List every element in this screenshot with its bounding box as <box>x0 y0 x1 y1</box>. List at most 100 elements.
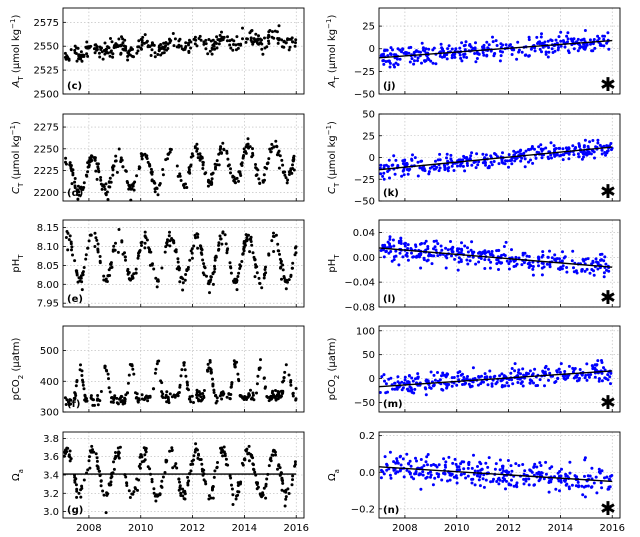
data-point <box>550 256 554 260</box>
data-point <box>540 255 544 259</box>
data-point <box>289 37 293 41</box>
data-point <box>217 42 221 46</box>
data-point <box>513 369 517 373</box>
data-point <box>555 370 559 374</box>
data-point <box>156 53 160 56</box>
data-point <box>188 38 191 42</box>
data-point <box>606 31 610 35</box>
data-point <box>174 250 178 254</box>
data-point <box>109 37 112 40</box>
data-point <box>394 158 398 162</box>
data-point <box>505 381 509 385</box>
data-point <box>133 180 137 184</box>
data-point <box>558 489 561 493</box>
data-point <box>585 267 589 271</box>
data-point <box>127 489 131 493</box>
data-point <box>264 385 267 389</box>
data-point <box>87 45 91 49</box>
data-point <box>206 52 210 56</box>
data-point <box>112 244 116 248</box>
data-point <box>196 156 200 160</box>
data-point <box>95 456 99 460</box>
data-point <box>476 383 480 387</box>
data-point <box>208 49 212 53</box>
data-point <box>221 141 225 145</box>
data-point <box>399 236 403 240</box>
data-point <box>289 275 293 278</box>
data-point <box>254 166 258 170</box>
data-point <box>520 380 524 384</box>
data-point <box>389 46 393 50</box>
data-point <box>289 169 292 173</box>
data-point <box>473 469 477 473</box>
data-point <box>121 165 125 169</box>
data-point <box>444 375 448 379</box>
y-tick-label: 8.00 <box>37 280 59 291</box>
data-point <box>242 147 246 151</box>
data-point <box>513 362 517 366</box>
data-point <box>576 480 580 484</box>
data-point <box>585 378 589 382</box>
data-point <box>436 158 440 162</box>
data-point <box>454 47 458 51</box>
data-point <box>117 456 121 460</box>
data-point <box>438 152 442 156</box>
data-point <box>96 250 100 254</box>
data-point <box>402 475 406 479</box>
data-point <box>257 34 260 38</box>
data-point <box>114 455 118 459</box>
data-point <box>580 484 584 488</box>
data-point <box>146 399 150 403</box>
data-point <box>606 149 610 153</box>
data-point <box>75 489 79 493</box>
data-point <box>279 265 283 269</box>
data-point <box>603 255 607 259</box>
data-point <box>535 471 539 475</box>
data-point <box>547 490 551 494</box>
data-point <box>479 257 483 260</box>
data-point <box>234 497 238 501</box>
data-point <box>489 260 493 264</box>
data-point <box>575 475 579 479</box>
data-point <box>538 461 542 465</box>
data-point <box>240 260 244 263</box>
data-point <box>390 259 394 263</box>
data-point <box>383 379 386 383</box>
data-point <box>185 269 189 273</box>
data-point <box>401 169 405 173</box>
data-point <box>474 60 478 64</box>
data-point <box>125 481 129 485</box>
data-point <box>272 250 276 253</box>
data-point <box>164 393 168 397</box>
data-point <box>213 256 217 260</box>
data-point <box>497 268 500 271</box>
data-point <box>261 491 265 495</box>
data-point <box>215 465 219 469</box>
data-point <box>465 161 469 165</box>
data-point <box>501 151 504 155</box>
data-point <box>595 368 598 372</box>
panel-label: (c) <box>67 81 82 92</box>
trend-line <box>378 370 613 388</box>
data-point <box>426 258 430 262</box>
data-point <box>380 468 383 472</box>
data-point <box>75 271 79 275</box>
data-point <box>400 380 404 384</box>
data-point <box>211 43 215 47</box>
data-point <box>182 363 186 367</box>
points-m <box>378 359 613 397</box>
data-point <box>166 238 169 242</box>
data-point <box>144 236 148 240</box>
data-point <box>251 151 255 155</box>
y-axis-label: pHT <box>11 254 25 273</box>
data-point <box>534 156 538 160</box>
data-point <box>68 398 72 402</box>
data-point <box>119 51 123 55</box>
data-point <box>201 161 205 164</box>
panel-label: (m) <box>383 399 403 410</box>
data-point <box>447 166 451 170</box>
data-point <box>283 173 287 177</box>
data-point <box>207 497 211 501</box>
data-point <box>454 462 458 466</box>
